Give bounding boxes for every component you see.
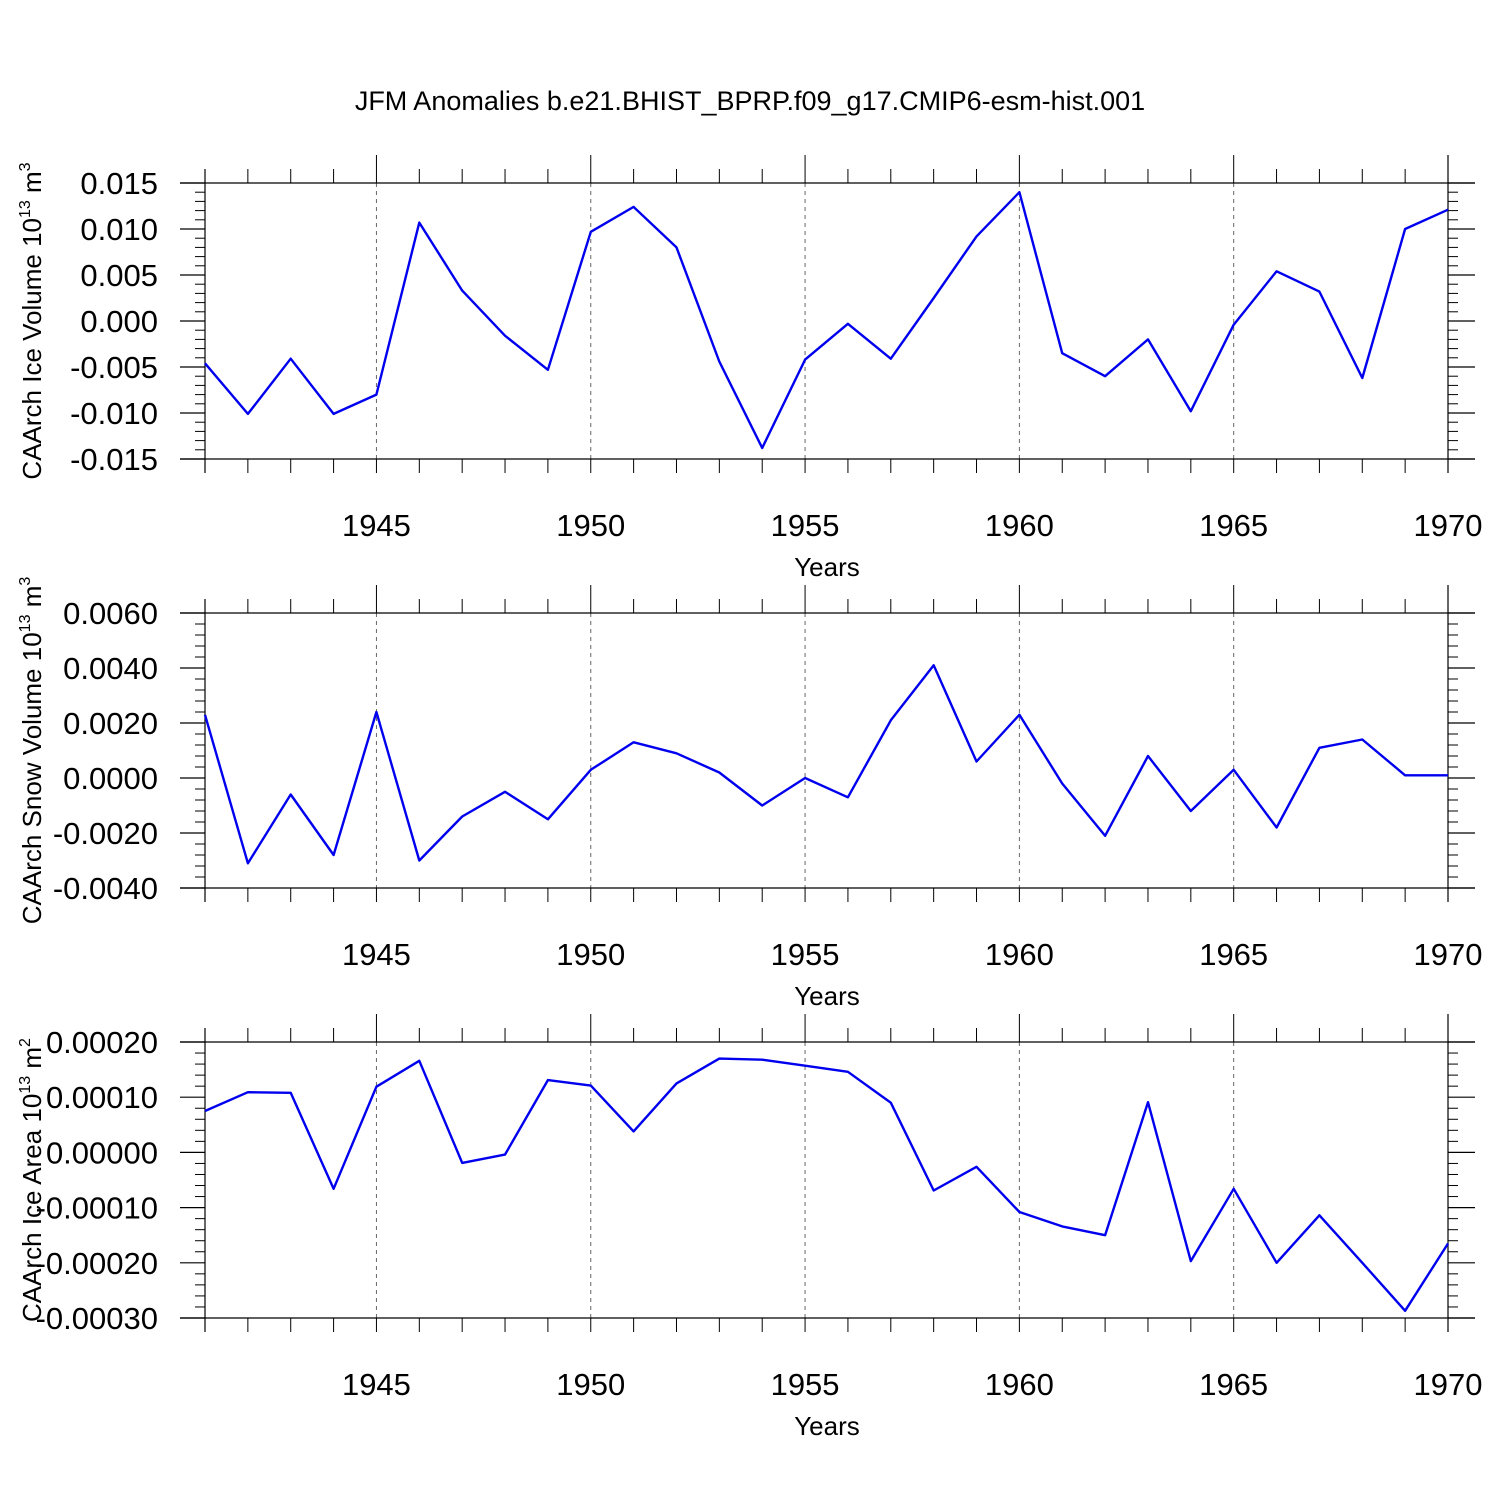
y-tick-label: -0.015: [70, 442, 158, 477]
x-tick-label: 1950: [556, 937, 625, 972]
y-tick-label: 0.0040: [63, 651, 158, 686]
panel-3: -0.00030 -0.00020 -0.00010 0.00000 0.00010 0.…: [17, 1014, 1482, 1441]
y-axis-title: CAArch Snow Volume 1013 m3: [17, 577, 47, 925]
y-tick-label: -0.0020: [53, 816, 158, 851]
y-axis-title-superscript: 3: [17, 162, 34, 171]
x-tick-label: 1970: [1414, 937, 1483, 972]
figure-title: JFM Anomalies b.e21.BHIST_BPRP.f09_g17.C…: [355, 86, 1145, 116]
x-tick-label: 1945: [342, 508, 411, 543]
y-axis-title: CAArch Ice Volume 1013 m3: [17, 162, 47, 479]
x-tick-label: 1955: [771, 937, 840, 972]
y-tick-label: 0.00020: [46, 1025, 158, 1060]
y-tick-label: 0.0000: [63, 761, 158, 796]
y-axis-title-superscript: 13: [17, 614, 34, 632]
panels: -0.015 -0.010 -0.005 0.000 0.005 0.010 0.015 19…: [17, 155, 1482, 1441]
y-tick-label: 0.015: [80, 166, 158, 201]
panel-1: -0.015 -0.010 -0.005 0.000 0.005 0.010 0.015 19…: [17, 155, 1482, 582]
y-tick-label: -0.00030: [36, 1301, 158, 1336]
x-tick-label: 1955: [771, 508, 840, 543]
y-tick-label: -0.00020: [36, 1246, 158, 1281]
x-axis-title: Years: [794, 1411, 860, 1441]
y-tick-label: 0.010: [80, 212, 158, 247]
x-tick-label: 1970: [1414, 508, 1483, 543]
y-axis-title-part: m: [17, 1047, 47, 1076]
x-tick-label: 1950: [556, 508, 625, 543]
x-tick-label: 1970: [1414, 1367, 1483, 1402]
series-line: [204, 1057, 1450, 1313]
x-tick-label: 1965: [1199, 937, 1268, 972]
y-tick-label: 0.00000: [46, 1135, 158, 1170]
x-tick-label: 1945: [342, 1367, 411, 1402]
y-tick-label: -0.010: [70, 396, 158, 431]
x-tick-label: 1960: [985, 508, 1054, 543]
x-tick-label: 1960: [985, 937, 1054, 972]
y-axis-title-part: m: [17, 586, 47, 615]
y-axis-title: CAArch Ice Area 1013 m2: [17, 1038, 47, 1322]
x-tick-label: 1945: [342, 937, 411, 972]
y-axis-title-part: m: [17, 171, 47, 200]
series-line: [204, 190, 1449, 450]
y-tick-label: -0.0040: [53, 871, 158, 906]
y-tick-label: 0.00010: [46, 1080, 158, 1115]
x-tick-label: 1955: [771, 1367, 840, 1402]
x-axis-title: Years: [794, 981, 860, 1011]
series-line: [203, 664, 1448, 865]
x-tick-label: 1965: [1199, 1367, 1268, 1402]
y-tick-label: -0.00010: [36, 1191, 158, 1226]
x-tick-label: 1965: [1199, 508, 1268, 543]
y-tick-label: 0.0020: [63, 706, 158, 741]
y-tick-label: 0.005: [80, 258, 158, 293]
y-axis-title-superscript: 2: [17, 1038, 34, 1047]
y-tick-label: 0.000: [80, 304, 158, 339]
y-axis-title-part: CAArch Ice Volume 10: [17, 218, 47, 480]
y-axis-title-part: CAArch Ice Area 10: [17, 1094, 47, 1322]
y-axis-title-superscript: 3: [17, 577, 34, 586]
y-axis-title-part: CAArch Snow Volume 10: [17, 632, 47, 924]
x-axis-title: Years: [794, 552, 860, 582]
y-axis-title-superscript: 13: [17, 200, 34, 218]
x-tick-label: 1960: [985, 1367, 1054, 1402]
panel-2: -0.0040 -0.0020 0.0000 0.0020 0.0040 0.0060 19…: [17, 577, 1482, 1011]
y-axis-title-superscript: 13: [17, 1076, 34, 1094]
x-tick-label: 1950: [556, 1367, 625, 1402]
y-tick-label: -0.005: [70, 350, 158, 385]
y-tick-label: 0.0060: [63, 596, 158, 631]
